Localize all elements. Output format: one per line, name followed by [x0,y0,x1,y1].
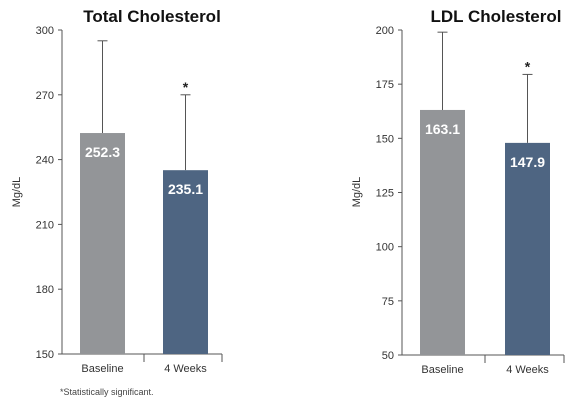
bar [420,109,465,355]
bar [80,133,125,354]
ldl-cholesterol-chart: LDL Cholesterol Mg/dL 50 75 100 125 150 175 20… [351,7,565,376]
y-tick-label: 210 [36,219,54,231]
y-tick-label: 150 [376,133,394,145]
bar [163,170,208,354]
x-category-label: 4 Weeks [164,363,207,375]
y-tick-label: 100 [376,242,394,254]
y-tick-label: 150 [36,349,54,361]
value-label: 235.1 [168,181,203,197]
x-category-label: Baseline [81,363,123,375]
y-axis-label: Mg/dL [351,177,363,208]
y-tick-label: 180 [36,284,54,296]
value-label: 147.9 [510,154,545,170]
footnote: *Statistically significant. [60,387,154,397]
y-tick-label: 50 [382,350,394,362]
value-label: 252.3 [85,144,120,160]
y-tick-label: 300 [36,25,54,37]
y-tick-label: 270 [36,90,54,102]
y-tick-label: 200 [376,25,394,37]
y-tick-label: 125 [376,188,394,200]
chart-title: Total Cholesterol [83,7,221,26]
y-tick-label: 175 [376,79,394,91]
total-cholesterol-chart: Total Cholesterol Mg/dL 150 180 210 240 270 3… [11,7,223,375]
y-tick-label: 75 [382,296,394,308]
bar [505,142,550,355]
chart-title: LDL Cholesterol [431,7,562,26]
significance-marker: * [183,79,189,95]
x-category-label: Baseline [421,364,463,376]
significance-marker: * [525,58,531,74]
y-tick-label: 240 [36,155,54,167]
y-axis-label: Mg/dL [11,177,23,208]
value-label: 163.1 [425,121,460,137]
x-category-label: 4 Weeks [506,364,549,376]
